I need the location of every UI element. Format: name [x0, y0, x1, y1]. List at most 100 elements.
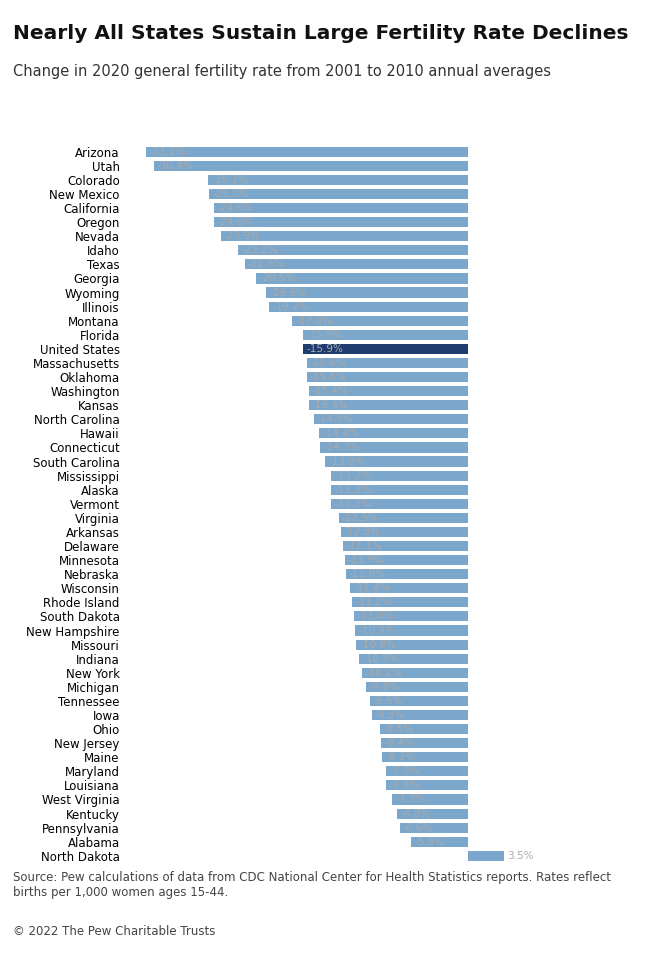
Text: -15.4%: -15.4%: [312, 386, 348, 396]
Bar: [468, 851, 504, 860]
Text: -8.5%: -8.5%: [383, 724, 413, 734]
Text: -7.9%: -7.9%: [389, 780, 419, 791]
Bar: [292, 315, 468, 326]
Bar: [356, 640, 468, 649]
Text: -31.1%: -31.1%: [150, 147, 187, 157]
Text: 3.5%: 3.5%: [507, 851, 534, 860]
Text: -11.2%: -11.2%: [355, 597, 392, 607]
Bar: [332, 471, 468, 480]
Text: -11.8%: -11.8%: [349, 569, 386, 579]
Bar: [269, 302, 468, 311]
Bar: [319, 428, 468, 438]
Bar: [209, 175, 468, 185]
Bar: [346, 569, 468, 580]
Bar: [400, 822, 468, 833]
Text: -21.6%: -21.6%: [248, 260, 285, 269]
Text: -6.6%: -6.6%: [402, 822, 433, 833]
Text: -12.3%: -12.3%: [344, 527, 381, 537]
Text: -25.1%: -25.1%: [211, 175, 248, 185]
Text: -6.8%: -6.8%: [400, 809, 431, 818]
Bar: [382, 753, 468, 762]
Bar: [411, 837, 468, 847]
Text: -9.3%: -9.3%: [375, 710, 405, 720]
Bar: [362, 668, 468, 678]
Bar: [354, 611, 468, 622]
Bar: [332, 484, 468, 495]
Text: -22.2%: -22.2%: [241, 245, 278, 255]
Text: -11.9%: -11.9%: [348, 555, 385, 565]
Text: -24.6%: -24.6%: [216, 203, 254, 213]
Bar: [221, 231, 468, 242]
Bar: [341, 527, 468, 537]
Text: -8.4%: -8.4%: [384, 738, 414, 748]
Text: -15.6%: -15.6%: [309, 358, 346, 368]
Text: -14.4%: -14.4%: [322, 429, 359, 438]
Text: -14.3%: -14.3%: [323, 442, 360, 453]
Bar: [370, 696, 468, 706]
Text: -7.3%: -7.3%: [395, 795, 426, 804]
Text: -15.9%: -15.9%: [307, 329, 343, 340]
Bar: [320, 442, 468, 453]
Bar: [352, 597, 468, 607]
Bar: [304, 344, 468, 354]
Text: Nearly All States Sustain Large Fertility Rate Declines: Nearly All States Sustain Large Fertilit…: [13, 24, 629, 43]
Bar: [367, 682, 468, 692]
Bar: [214, 203, 468, 213]
Text: -19.5%: -19.5%: [269, 287, 306, 298]
Bar: [359, 653, 468, 664]
Bar: [372, 710, 468, 720]
Bar: [314, 414, 468, 424]
Text: -11.4%: -11.4%: [353, 584, 390, 593]
Text: -17.0%: -17.0%: [295, 316, 332, 326]
Bar: [309, 400, 468, 411]
Text: -23.9%: -23.9%: [224, 231, 261, 242]
Text: -5.5%: -5.5%: [414, 837, 444, 847]
Text: -9.8%: -9.8%: [370, 682, 400, 691]
Bar: [209, 189, 468, 199]
Bar: [380, 724, 468, 734]
Text: Source: Pew calculations of data from CDC National Center for Health Statistics : Source: Pew calculations of data from CD…: [13, 871, 611, 899]
Text: -11.0%: -11.0%: [358, 611, 394, 622]
Bar: [266, 287, 468, 298]
Bar: [386, 780, 468, 791]
Text: -20.5%: -20.5%: [259, 273, 296, 284]
Text: -15.6%: -15.6%: [309, 372, 346, 382]
Bar: [153, 160, 468, 171]
Bar: [256, 273, 468, 284]
Bar: [307, 358, 468, 368]
Text: -9.5%: -9.5%: [372, 696, 403, 706]
Text: -13.2%: -13.2%: [335, 499, 371, 509]
Bar: [146, 147, 468, 157]
Bar: [398, 809, 468, 818]
Text: -30.4%: -30.4%: [157, 160, 194, 171]
Bar: [304, 329, 468, 340]
Bar: [309, 386, 468, 396]
Text: -24.6%: -24.6%: [216, 217, 254, 227]
Text: -25.0%: -25.0%: [213, 189, 249, 199]
Bar: [393, 795, 468, 804]
Bar: [214, 217, 468, 227]
Text: -19.2%: -19.2%: [272, 302, 309, 311]
Text: -12.1%: -12.1%: [346, 541, 383, 551]
Text: -14.9%: -14.9%: [317, 414, 354, 424]
Bar: [339, 513, 468, 523]
Bar: [355, 626, 468, 636]
Text: -15.4%: -15.4%: [312, 400, 348, 411]
Bar: [244, 260, 468, 269]
Bar: [343, 541, 468, 551]
Bar: [350, 584, 468, 593]
Bar: [344, 555, 468, 565]
Text: -13.2%: -13.2%: [335, 485, 371, 495]
Text: -10.8%: -10.8%: [359, 640, 396, 649]
Bar: [325, 456, 468, 467]
Text: -15.9%: -15.9%: [307, 344, 343, 354]
Bar: [381, 738, 468, 748]
Text: © 2022 The Pew Charitable Trusts: © 2022 The Pew Charitable Trusts: [13, 924, 215, 938]
Bar: [386, 766, 468, 776]
Text: -13.8%: -13.8%: [328, 456, 365, 466]
Text: -10.2%: -10.2%: [365, 668, 402, 678]
Text: -13.2%: -13.2%: [335, 471, 371, 480]
Bar: [239, 245, 468, 255]
Text: -10.5%: -10.5%: [362, 653, 399, 664]
Bar: [332, 499, 468, 509]
